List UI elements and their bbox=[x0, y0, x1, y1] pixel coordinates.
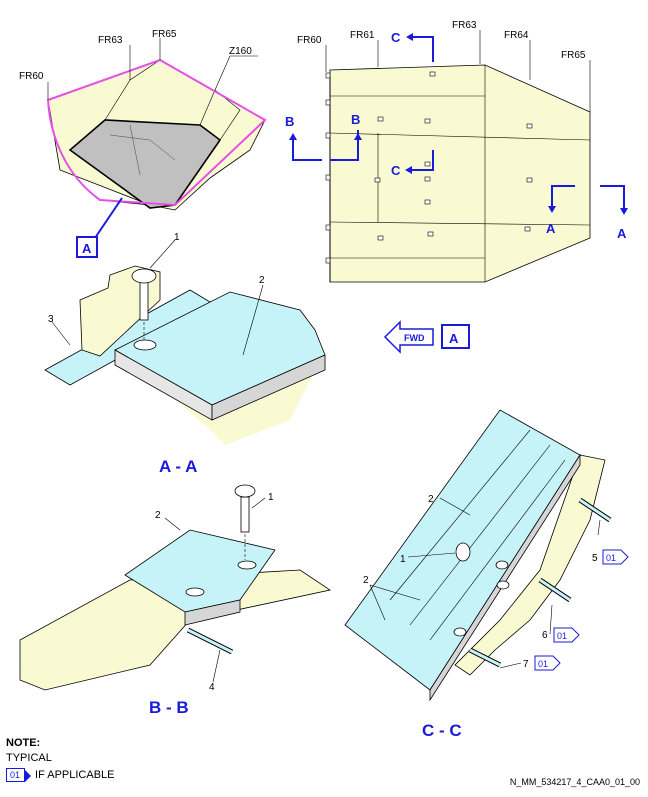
view-a-box bbox=[76, 236, 98, 258]
section-marker-b: B bbox=[285, 114, 294, 129]
section-title-c-c: C - C bbox=[422, 721, 462, 740]
frame-label-fr60: FR60 bbox=[19, 71, 44, 82]
svg-text:01: 01 bbox=[606, 553, 616, 563]
callout-2: 2 bbox=[259, 275, 265, 286]
option-flag: 01 bbox=[6, 768, 32, 782]
frame-label-fr65: FR65 bbox=[152, 29, 177, 40]
bay-locator-view: FR60 FR63 FR65 Z160 A bbox=[19, 29, 267, 258]
callout-1: 1 bbox=[174, 232, 180, 243]
section-title-b-b: B - B bbox=[149, 698, 189, 717]
drawing-reference: N_MM_534217_4_CAA0_01_00 bbox=[509, 777, 640, 787]
callout-2: 2 bbox=[155, 510, 161, 521]
frame-label-fr64: FR64 bbox=[504, 30, 529, 41]
note-title: NOTE: bbox=[6, 737, 41, 749]
frame-label-fr61: FR61 bbox=[350, 30, 375, 41]
floor-plan-view: FR60 FR61 FR63 FR64 FR65 bbox=[285, 20, 628, 283]
forward-indicator: FWD A bbox=[383, 320, 470, 354]
callout-3: 3 bbox=[48, 314, 54, 325]
note-if-applicable-text: IF APPLICABLE bbox=[35, 769, 115, 781]
callout-1: 1 bbox=[400, 554, 406, 565]
note-typical: TYPICAL bbox=[6, 752, 52, 764]
option-flag: 01 bbox=[553, 627, 580, 643]
callout-7: 7 bbox=[523, 659, 529, 670]
fwd-label: FWD bbox=[404, 333, 425, 343]
section-marker-c: C bbox=[391, 163, 401, 178]
frame-label-z160: Z160 bbox=[229, 46, 252, 57]
note-if-applicable: 01 IF APPLICABLE bbox=[6, 768, 115, 782]
view-a-letter: A bbox=[82, 241, 92, 256]
view-a-letter: A bbox=[449, 331, 459, 346]
option-flag: 01 bbox=[534, 655, 561, 671]
frame-label-fr63: FR63 bbox=[452, 20, 477, 31]
callout-5: 5 bbox=[592, 553, 598, 564]
frame-label-fr63: FR63 bbox=[98, 35, 123, 46]
frame-label-fr60: FR60 bbox=[297, 35, 322, 46]
svg-text:01: 01 bbox=[557, 631, 567, 641]
callout-1: 1 bbox=[268, 492, 274, 503]
callout-6: 6 bbox=[542, 630, 548, 641]
zone-outline bbox=[46, 58, 267, 207]
option-flag: 01 bbox=[602, 549, 629, 565]
section-marker-b: B bbox=[351, 112, 360, 127]
callout-2: 2 bbox=[428, 494, 434, 505]
section-title-a-a: A - A bbox=[159, 457, 197, 476]
section-marker-a: A bbox=[546, 221, 556, 236]
section-marker-a: A bbox=[617, 226, 627, 241]
section-a-a-view: 1 2 3 A - A bbox=[44, 232, 326, 476]
section-c-c-view: 1 2 2 5 6 7 01 01 01 C - C bbox=[344, 409, 629, 740]
frame-label-fr65: FR65 bbox=[561, 50, 586, 61]
section-marker-c: C bbox=[391, 30, 401, 45]
section-b-b-view: 1 2 4 B - B bbox=[19, 484, 332, 717]
svg-text:01: 01 bbox=[538, 659, 548, 669]
callout-2: 2 bbox=[363, 575, 369, 586]
callout-4: 4 bbox=[209, 682, 215, 693]
